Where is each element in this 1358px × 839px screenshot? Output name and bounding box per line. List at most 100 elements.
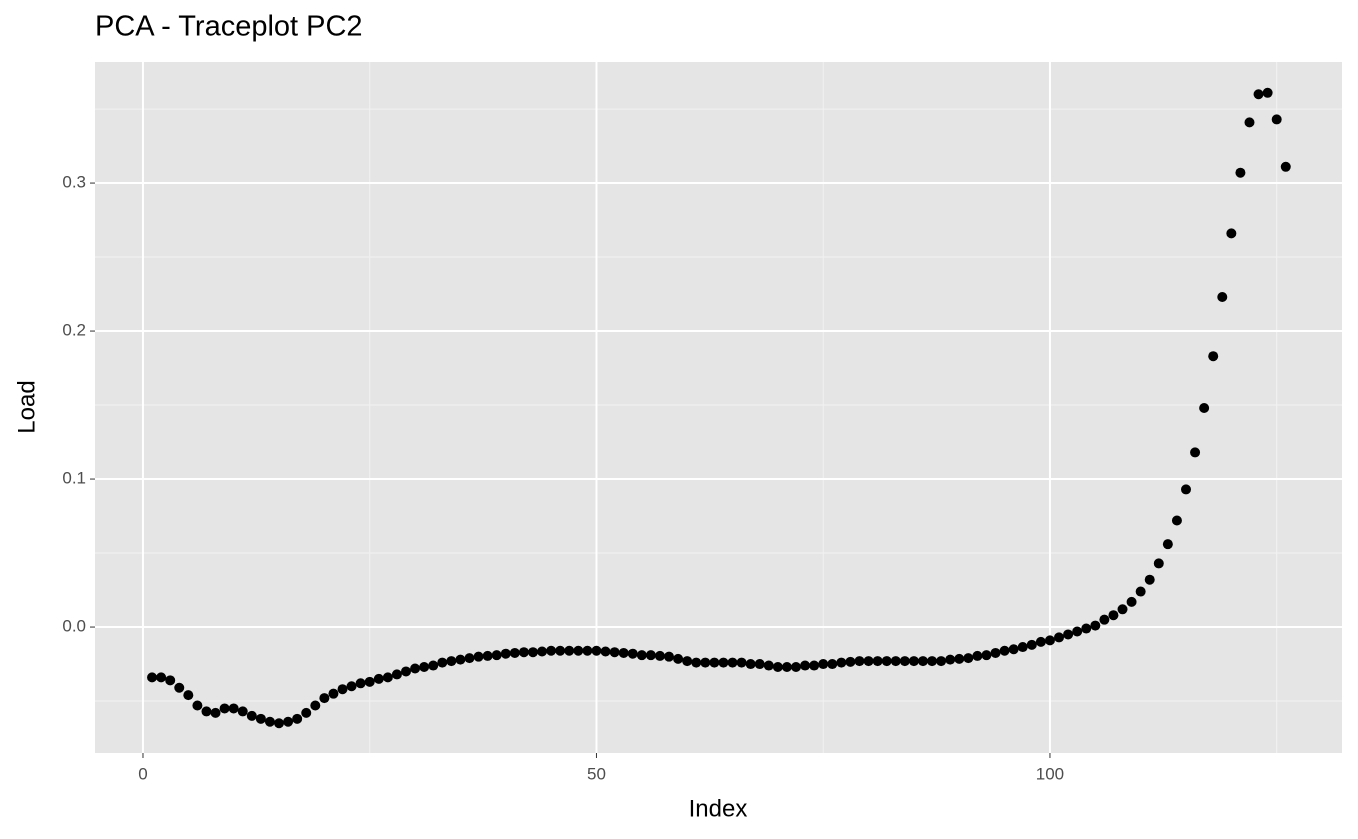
point	[609, 647, 620, 658]
point	[1063, 629, 1074, 640]
point	[1199, 403, 1210, 414]
point	[546, 645, 557, 656]
point	[664, 651, 675, 662]
point	[899, 656, 910, 667]
point	[555, 645, 566, 656]
point	[1017, 642, 1028, 653]
point	[228, 703, 239, 714]
point	[165, 675, 176, 686]
point	[255, 713, 266, 724]
point	[908, 656, 919, 667]
chart-title: PCA - Traceplot PC2	[95, 11, 363, 43]
point	[1035, 636, 1046, 647]
point	[845, 656, 856, 667]
point	[573, 645, 584, 656]
point	[1144, 574, 1155, 585]
point	[645, 650, 656, 661]
point	[636, 650, 647, 661]
point	[718, 657, 729, 668]
point	[1244, 117, 1255, 128]
point	[754, 659, 765, 670]
point	[219, 703, 230, 714]
point	[781, 662, 792, 673]
point	[509, 647, 520, 658]
point	[763, 660, 774, 671]
point	[201, 706, 212, 717]
point	[473, 651, 484, 662]
point	[391, 669, 402, 680]
point	[881, 656, 892, 667]
point	[537, 646, 548, 657]
point	[1044, 635, 1055, 646]
point	[772, 662, 783, 673]
point	[428, 660, 439, 671]
point	[1008, 644, 1019, 655]
point	[1208, 351, 1219, 362]
point	[917, 656, 928, 667]
point	[863, 656, 874, 667]
point	[301, 707, 312, 718]
point	[745, 659, 756, 670]
point	[1162, 539, 1173, 550]
point	[455, 654, 466, 665]
point	[1262, 87, 1273, 98]
point	[1217, 292, 1228, 303]
point	[446, 656, 457, 667]
point	[147, 672, 158, 683]
point	[700, 657, 711, 668]
grid	[95, 62, 1342, 753]
point	[1090, 620, 1101, 631]
point	[564, 645, 575, 656]
point	[192, 700, 203, 711]
point	[328, 688, 339, 699]
point	[654, 650, 665, 661]
point	[791, 662, 802, 673]
point	[156, 672, 167, 683]
point	[1126, 596, 1137, 607]
point	[890, 656, 901, 667]
point	[319, 693, 330, 704]
point	[600, 646, 611, 657]
x-tick-label: 100	[1036, 764, 1064, 783]
point	[999, 645, 1010, 656]
point	[727, 657, 738, 668]
point	[981, 650, 992, 661]
x-tick-label: 0	[138, 764, 147, 783]
point	[491, 650, 502, 661]
point	[954, 653, 965, 664]
point	[292, 713, 303, 724]
point	[800, 660, 811, 671]
point	[373, 673, 384, 684]
point	[972, 650, 983, 661]
point	[945, 654, 956, 665]
point	[709, 657, 720, 668]
point	[582, 645, 593, 656]
y-axis-title: Load	[13, 380, 40, 433]
point	[1153, 558, 1164, 569]
point	[627, 648, 638, 659]
point	[1181, 484, 1192, 495]
point	[364, 676, 375, 687]
point	[283, 716, 294, 727]
y-tick-label: 0.0	[62, 617, 86, 636]
y-tick-label: 0.2	[62, 321, 86, 340]
plot-panel	[95, 62, 1342, 753]
point	[210, 707, 221, 718]
point	[310, 700, 321, 711]
point	[527, 647, 538, 658]
point	[419, 662, 430, 673]
point	[673, 653, 684, 664]
point	[836, 657, 847, 668]
point	[464, 653, 475, 664]
point	[963, 653, 974, 664]
y-tick-label: 0.3	[62, 173, 86, 192]
point	[1099, 614, 1110, 625]
point	[1108, 610, 1119, 621]
point	[1081, 623, 1092, 634]
point	[346, 681, 357, 692]
point	[927, 656, 938, 667]
point	[174, 682, 185, 693]
point	[682, 656, 693, 667]
point	[1190, 447, 1201, 458]
